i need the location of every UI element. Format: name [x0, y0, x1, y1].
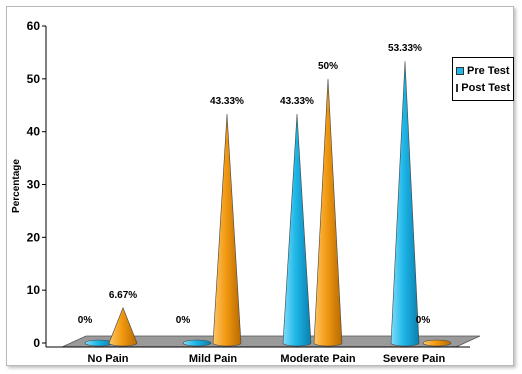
data-label-pre-test-severe-pain: 53.33%	[388, 43, 422, 54]
legend-swatch-post-test	[456, 83, 459, 92]
data-label-post-test-no-pain: 6.67%	[109, 290, 137, 301]
y-tick-label: 30	[27, 178, 41, 192]
cone-pre-test-moderate-pain	[282, 114, 312, 347]
y-tick-label: 50	[27, 72, 41, 86]
x-tick-label-moderate-pain: Moderate Pain	[280, 353, 355, 365]
data-label-post-test-mild-pain: 43.33%	[210, 96, 244, 107]
cone-post-test-severe-pain	[422, 339, 452, 347]
cone-post-test-no-pain	[108, 306, 138, 347]
x-tick-label-severe-pain: Severe Pain	[383, 353, 446, 365]
data-label-post-test-moderate-pain: 50%	[318, 61, 338, 72]
data-label-post-test-severe-pain: 0%	[416, 315, 431, 326]
legend-swatch-pre-test	[456, 66, 464, 75]
chart-frame	[6, 6, 514, 366]
legend: Pre Test Post Test	[452, 57, 514, 101]
cone-body	[390, 61, 420, 347]
x-tick-label-no-pain: No Pain	[88, 353, 129, 365]
cone-post-test-mild-pain	[212, 114, 242, 347]
cone-body	[313, 78, 343, 347]
y-tick-label: 10	[27, 283, 41, 297]
y-tick-label: 40	[27, 125, 41, 139]
cone-pre-test-mild-pain	[182, 339, 212, 347]
cone-body	[282, 114, 312, 347]
y-axis-title: Percentage	[11, 159, 22, 213]
cone-pre-test-severe-pain	[390, 61, 420, 347]
x-tick-label-mild-pain: Mild Pain	[189, 353, 238, 365]
cone-post-test-moderate-pain	[313, 78, 343, 347]
cone-base	[182, 339, 212, 347]
data-label-pre-test-mild-pain: 0%	[176, 315, 191, 326]
cone-body	[212, 114, 242, 347]
data-label-pre-test-moderate-pain: 43.33%	[280, 96, 314, 107]
legend-label-pre-test: Pre Test	[467, 64, 510, 77]
y-tick-label: 60	[27, 19, 41, 33]
data-label-pre-test-no-pain: 0%	[78, 315, 93, 326]
cone-body	[108, 306, 138, 347]
y-tick-label: 20	[27, 230, 41, 244]
legend-item-pre-test: Pre Test	[456, 62, 510, 79]
y-tick-label: 0	[33, 336, 40, 350]
legend-item-post-test: Post Test	[456, 79, 510, 96]
legend-label-post-test: Post Test	[461, 81, 510, 94]
cone-base	[422, 339, 452, 347]
